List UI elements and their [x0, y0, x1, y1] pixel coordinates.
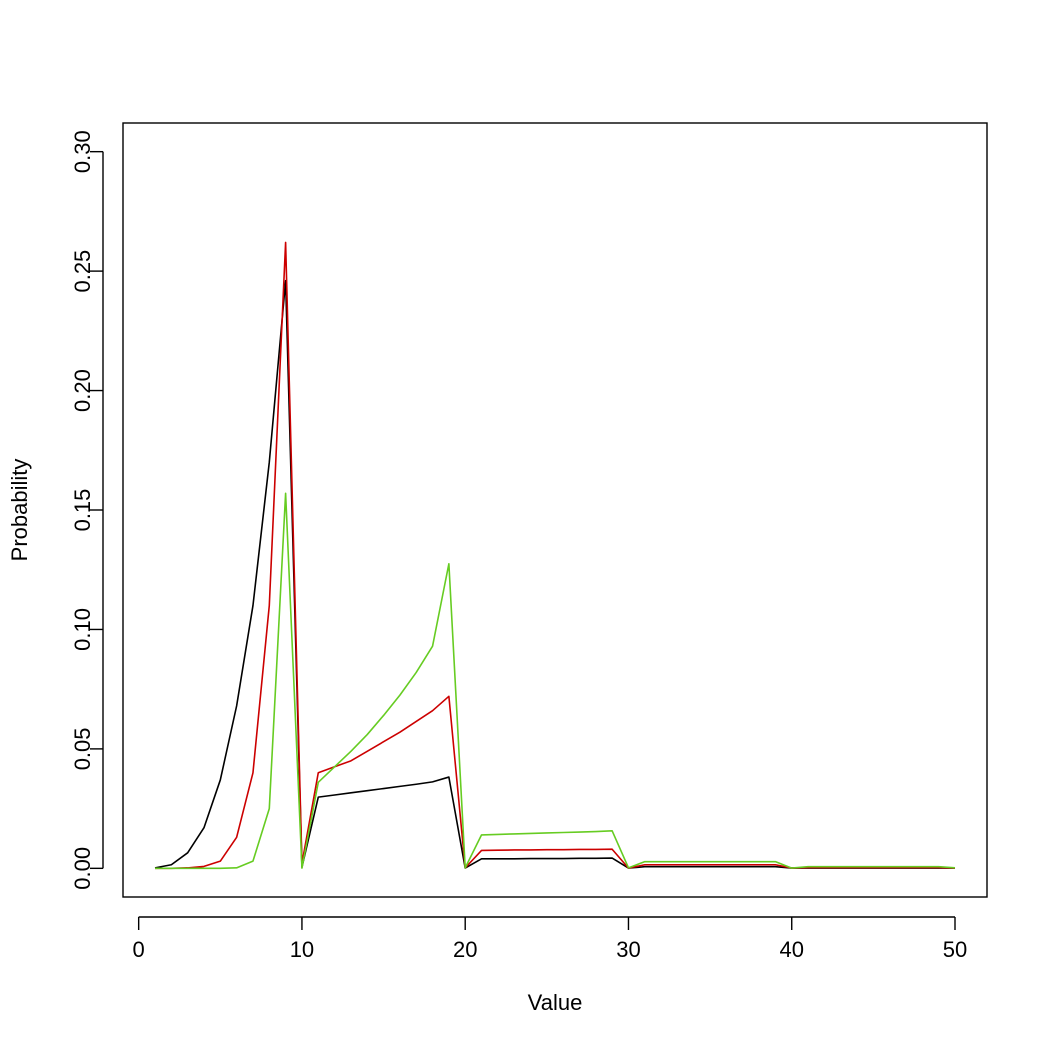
x-tick-label: 20 — [453, 937, 477, 962]
y-tick-label: 0.05 — [70, 727, 95, 770]
y-tick-label: 0.20 — [70, 369, 95, 412]
series-line-1 — [154, 279, 955, 869]
y-tick-label: 0.25 — [70, 250, 95, 293]
x-axis: 0 10 20 30 40 50 — [133, 916, 967, 962]
series-line-3 — [155, 492, 956, 870]
x-axis-label: Value — [528, 990, 583, 1015]
x-tick-label: 30 — [616, 937, 640, 962]
y-tick-label: 0.00 — [70, 847, 95, 890]
y-tick-label: 0.15 — [70, 489, 95, 532]
x-tick-label: 40 — [779, 937, 803, 962]
y-axis-label: Probability — [7, 459, 32, 562]
series-layer — [154, 241, 956, 870]
x-tick-label: 10 — [290, 937, 314, 962]
x-tick-label: 0 — [133, 937, 145, 962]
plot-frame — [122, 122, 988, 898]
y-tick-label: 0.30 — [70, 130, 95, 173]
series-line-2 — [155, 241, 956, 870]
y-axis: 0.00 0.05 0.10 0.15 0.20 0.25 0.30 — [70, 130, 104, 890]
y-tick-label: 0.10 — [70, 608, 95, 651]
x-tick-label: 50 — [943, 937, 967, 962]
